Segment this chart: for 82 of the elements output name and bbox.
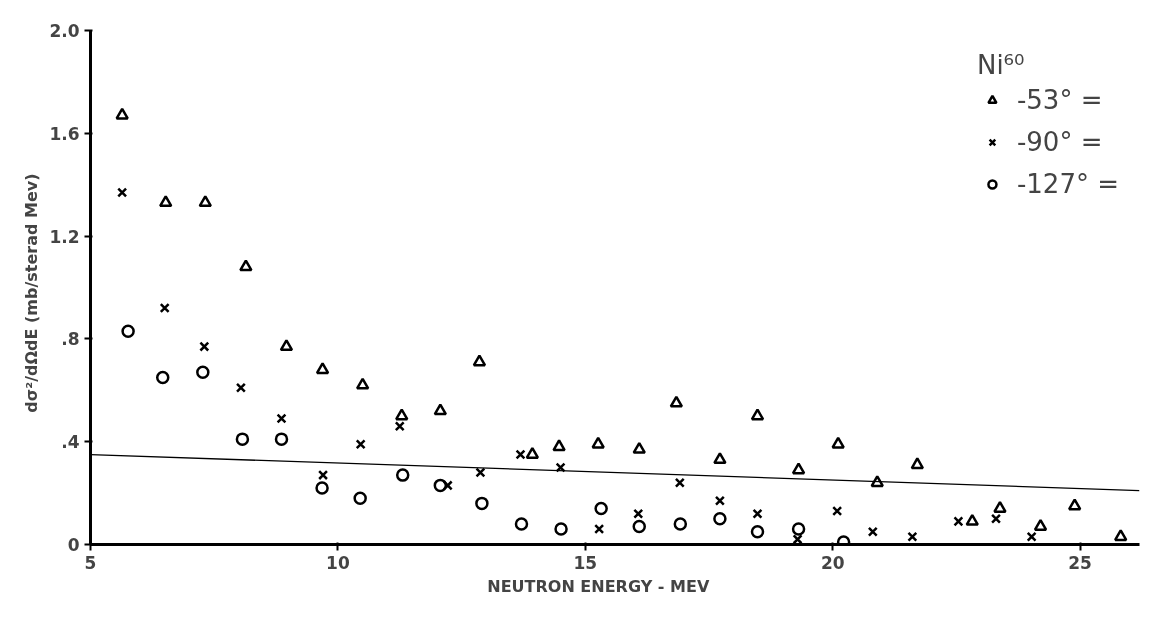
point <box>121 324 135 338</box>
point <box>832 505 843 517</box>
point <box>713 512 727 526</box>
x-tick-label: 10 <box>326 552 350 573</box>
point <box>515 449 526 460</box>
point <box>750 524 765 539</box>
point <box>158 195 173 208</box>
point <box>674 477 685 488</box>
point <box>353 491 367 505</box>
point <box>594 501 608 516</box>
point <box>870 475 884 488</box>
point <box>1067 498 1082 511</box>
point <box>907 531 918 542</box>
point <box>317 469 329 481</box>
point <box>791 522 806 536</box>
point <box>472 354 487 367</box>
y-tick-label: 0 <box>67 535 80 555</box>
legend-title: Ni⁶⁰ <box>976 50 1026 80</box>
point <box>475 467 486 478</box>
point <box>155 370 170 385</box>
point <box>750 408 765 421</box>
point <box>552 439 566 452</box>
point <box>791 462 806 475</box>
point <box>714 495 726 506</box>
y-axis-title: dσ²/dΩdE (mb/sterad Mev) <box>22 173 42 413</box>
point <box>673 517 688 531</box>
point <box>632 441 646 454</box>
point <box>395 468 410 482</box>
legend-label: -127° = <box>1016 169 1119 199</box>
point <box>514 517 529 531</box>
point <box>115 107 129 120</box>
point <box>633 508 644 519</box>
point <box>831 436 845 449</box>
y-tick-label: 2.0 <box>49 21 80 41</box>
point <box>235 382 247 393</box>
point <box>594 523 605 535</box>
point <box>394 408 409 421</box>
x-tick-label: 5 <box>84 552 97 573</box>
y-tick-label: 1.6 <box>49 123 80 144</box>
legend-label: -53° = <box>1016 85 1103 115</box>
point <box>953 516 964 527</box>
point <box>910 457 925 470</box>
point <box>276 413 287 424</box>
point <box>965 513 979 526</box>
point <box>199 341 210 352</box>
point <box>993 500 1007 513</box>
point <box>525 446 540 459</box>
point <box>355 439 366 450</box>
point <box>235 432 250 446</box>
point <box>196 365 210 380</box>
point <box>117 187 128 198</box>
point <box>394 421 405 432</box>
y-tick-label: .8 <box>61 329 80 350</box>
y-tick-label: 1.2 <box>49 226 80 247</box>
point <box>159 302 170 314</box>
legend-label: -90° = <box>1016 127 1103 157</box>
point <box>198 195 213 208</box>
point <box>239 259 253 272</box>
y-tick-label: .4 <box>61 432 80 453</box>
point <box>355 377 370 390</box>
point <box>279 339 294 352</box>
point <box>433 403 448 416</box>
point <box>274 432 289 446</box>
point <box>555 462 566 473</box>
point <box>990 513 1002 524</box>
point <box>475 496 489 511</box>
point <box>867 526 878 537</box>
point <box>1026 531 1037 542</box>
x-tick-label: 15 <box>573 552 598 573</box>
point <box>554 522 568 536</box>
point <box>669 395 684 408</box>
x-tick-label: 20 <box>820 552 845 573</box>
point <box>1113 529 1128 542</box>
point <box>1033 518 1048 531</box>
x-axis-title: NEUTRON ENERGY - MEV <box>487 576 710 596</box>
point <box>752 508 763 519</box>
point <box>713 452 727 465</box>
x-tick-label: 25 <box>1068 552 1092 573</box>
point <box>591 436 605 449</box>
point <box>632 519 646 534</box>
point <box>315 362 330 375</box>
point <box>315 481 329 495</box>
